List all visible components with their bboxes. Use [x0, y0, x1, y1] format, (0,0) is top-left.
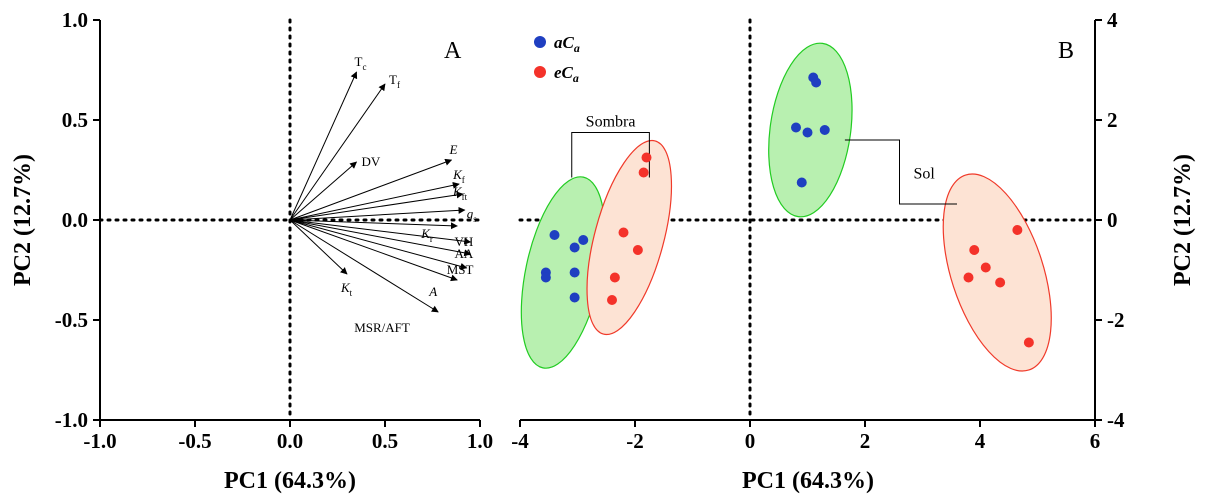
- legend-marker-aca: [534, 36, 546, 48]
- panel-b-x-tick-label: 4: [975, 429, 986, 453]
- panel-a-y-tick-label: 0.0: [62, 208, 88, 232]
- panel-a-x-tick-label: 0.0: [277, 429, 303, 453]
- panel-a-y-tick-label: -1.0: [55, 408, 88, 432]
- panel-b-letter: B: [1058, 38, 1074, 64]
- panel-a-y-tick-label: 1.0: [62, 8, 88, 32]
- panel-b-y-tick-label: 0: [1107, 208, 1118, 232]
- group-label-sol: Sol: [914, 166, 936, 183]
- loading-vector-dv: [289, 161, 358, 221]
- point-eca: [632, 245, 643, 255]
- point-eca: [638, 167, 649, 178]
- loading-label-dv: DV: [362, 154, 381, 169]
- panel-b-x-tick-label: 0: [745, 429, 756, 453]
- group-label-sombra: Sombra: [586, 114, 636, 131]
- panel-b-x-axis-title: PC1 (64.3%): [742, 468, 874, 494]
- panel-a-x-tick-label: -0.5: [178, 429, 211, 453]
- point-aca: [819, 125, 830, 135]
- panel-b-y-tick-label: -4: [1107, 408, 1125, 432]
- loading-label-mst: MST: [447, 262, 474, 277]
- loading-label-a: A: [428, 284, 437, 299]
- loading-vector-msr-aft: [289, 219, 439, 313]
- bracket-sol: [844, 139, 957, 205]
- legend-label-eca: eCa: [554, 63, 579, 85]
- point-aca: [569, 267, 580, 278]
- panel-a-y-tick-label: -0.5: [55, 308, 88, 332]
- point-aca: [811, 77, 822, 88]
- panel-a-loadings-plot: -1.0 -0.5 0.0 0.5 1.0 -1.0 -0.5 0.0 0.5 1.0 Tc Tf D…: [10, 8, 493, 494]
- panel-a-x-tick-label: 0.5: [372, 429, 398, 453]
- point-aca: [549, 230, 560, 240]
- panel-b-y-tick-label: -2: [1107, 308, 1125, 332]
- point-eca: [980, 262, 991, 273]
- panel-a-x-tick-label: -1.0: [83, 429, 116, 453]
- loading-vector-kft: [289, 191, 464, 221]
- point-eca: [969, 245, 980, 255]
- loading-vector-aa: [289, 219, 472, 257]
- point-aca: [796, 177, 807, 188]
- point-eca: [641, 152, 652, 163]
- loading-label-kr: Kr: [420, 226, 433, 244]
- loading-label-kt: Kt: [340, 280, 353, 298]
- panel-a-y-axis-title: PC2 (12.7%): [10, 154, 36, 286]
- panel-b-group-ellipses: [520, 42, 1052, 372]
- point-eca: [963, 272, 974, 283]
- loading-label-vh: VH: [455, 234, 474, 249]
- loading-vector-kr: [289, 219, 458, 230]
- panel-b-legend: aCa eCa: [534, 33, 580, 85]
- loading-vector-a: [289, 219, 458, 282]
- loading-label-msr-aft: MSR/AFT: [354, 320, 410, 335]
- panel-b-y-axis-title: PC2 (12.7%): [1170, 154, 1196, 286]
- loading-label-kft: Kft: [452, 184, 468, 202]
- panel-a-x-tick-label: 1.0: [467, 429, 493, 453]
- point-aca: [578, 235, 589, 245]
- point-aca: [540, 272, 551, 283]
- panel-b-x-tick-label: 2: [860, 429, 871, 453]
- loading-vector-gs: [289, 206, 466, 221]
- panel-b-points: [540, 72, 1034, 348]
- legend-label-aca: aCa: [554, 33, 580, 55]
- panel-b-x-tick-label: -4: [511, 429, 529, 453]
- loading-label-aa: AA: [455, 246, 474, 261]
- loading-vector-mst: [289, 219, 468, 270]
- panel-b-x-tick-label: 6: [1090, 429, 1101, 453]
- legend-marker-eca: [534, 66, 546, 78]
- loading-vector-e: [289, 158, 453, 221]
- loading-label-gs: gs: [467, 206, 478, 224]
- loading-vector-tc: [289, 71, 358, 221]
- loading-vector-vh: [289, 219, 472, 245]
- point-aca: [569, 242, 580, 253]
- panel-b-x-tick-label: -2: [626, 429, 644, 453]
- loading-label-tf: Tf: [389, 72, 401, 90]
- point-eca: [607, 295, 617, 305]
- panel-a-x-axis-title: PC1 (64.3%): [224, 468, 356, 494]
- point-eca: [1012, 225, 1023, 235]
- point-eca: [1023, 337, 1034, 348]
- panel-a-ticks: -1.0 -0.5 0.0 0.5 1.0 -1.0 -0.5 0.0 0.5 1.0: [55, 8, 493, 453]
- loading-label-e: E: [449, 142, 458, 157]
- loading-vector-tf: [289, 83, 386, 221]
- panel-b-y-tick-label: 4: [1107, 8, 1118, 32]
- loading-vector-kt: [289, 219, 348, 275]
- point-eca: [995, 277, 1006, 288]
- point-eca: [609, 272, 620, 283]
- point-aca: [569, 292, 580, 303]
- panel-b-y-tick-label: 2: [1107, 108, 1118, 132]
- ellipse-sombra-eca: [586, 139, 673, 336]
- loading-vector-kf: [289, 181, 460, 221]
- point-aca: [802, 127, 813, 138]
- point-aca: [791, 122, 801, 133]
- panel-b-group-brackets: Sombra Sol: [571, 114, 957, 205]
- panel-a-y-tick-label: 0.5: [62, 108, 88, 132]
- loading-label-kf: Kf: [452, 167, 466, 185]
- panel-a-letter: A: [444, 38, 462, 64]
- point-eca: [618, 227, 629, 238]
- loading-label-tc: Tc: [355, 54, 367, 72]
- ellipse-sol-eca: [942, 173, 1052, 372]
